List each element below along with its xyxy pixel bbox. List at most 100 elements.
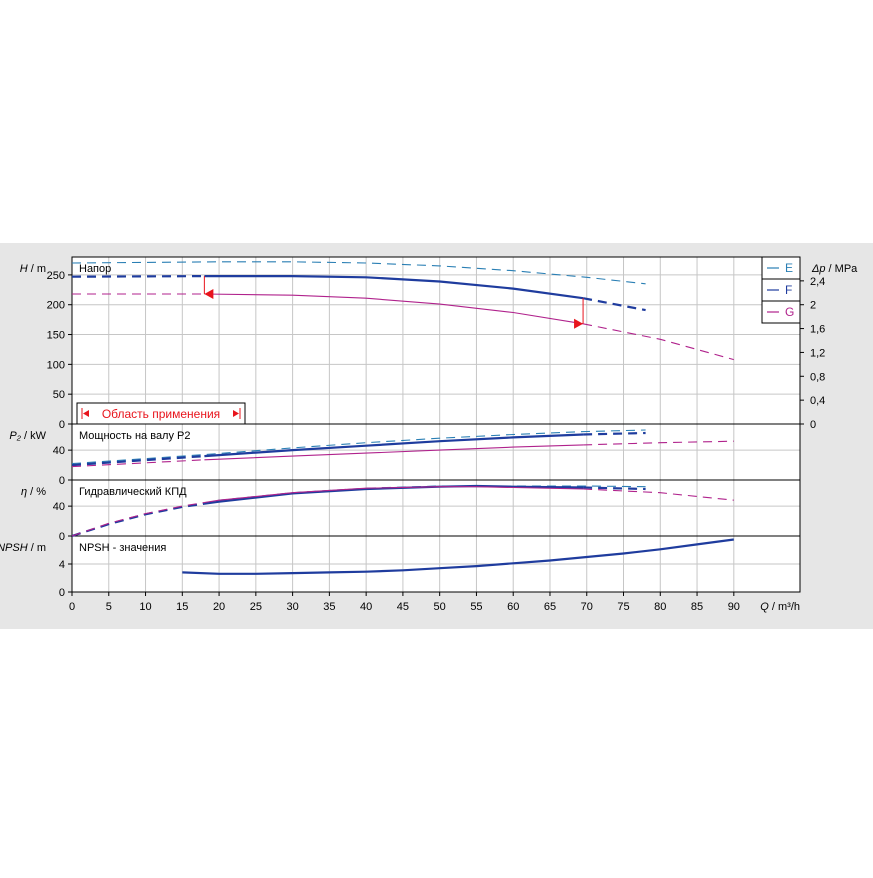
series-line-power-G-left (71, 459, 205, 468)
series-line-power-G-main (204, 444, 584, 461)
range-label-frame (76, 402, 246, 425)
ylabel-symbol: η (21, 486, 27, 498)
xlabel-unit: m³/h (778, 601, 800, 613)
xlabel-sep: / (769, 601, 778, 613)
range-label-arrow-left (83, 410, 89, 417)
ylabel-efficiency: η / % (21, 486, 46, 498)
ylabel-unit: m (37, 542, 46, 554)
legend: EFG (761, 256, 801, 324)
series-line-power-F-left (71, 455, 205, 467)
xtick-label: 90 (728, 601, 740, 613)
series-line-head-E (71, 261, 646, 285)
y2tick-label: 1,2 (810, 347, 825, 359)
ytick-label: 0 (59, 531, 65, 543)
plot-area-head (72, 257, 800, 424)
x-axis: 0 5 10 15 20 25 30 35 40 45 50 55 60 65 70 75 80 85 90 Q / … (69, 592, 800, 613)
legend-item-F: F (761, 278, 801, 302)
range-markers (203, 276, 584, 329)
ylabel-power: P₂ / kW (9, 430, 46, 442)
xlabel: Q / m³/h (760, 601, 800, 613)
plot-area-power (72, 424, 800, 480)
ylabel-sep: / (28, 542, 37, 554)
series-line-npsh-F (182, 538, 734, 575)
xtick-label: 80 (654, 601, 666, 613)
y2tick-label: 2 (810, 300, 816, 312)
xtick-label: 25 (250, 601, 262, 613)
xtick-label: 35 (323, 601, 335, 613)
range-label-text: Область применения (102, 407, 220, 421)
series-line-head-F-right (582, 297, 646, 312)
series-line-head-G-right (582, 323, 734, 361)
ytick-label: 250 (47, 270, 65, 282)
xtick-label: 85 (691, 601, 703, 613)
y2tick-label: 0 (810, 419, 816, 431)
ylabel-unit: kW (30, 430, 47, 442)
panel-title-efficiency: Гидравлический КПД (79, 486, 187, 498)
series-line-power-F-right (583, 431, 646, 436)
ylabel-sep: / (21, 430, 30, 442)
panel-title-head: Напор (79, 263, 111, 275)
legend-item-G: G (761, 300, 801, 324)
legend-label-F: F (785, 283, 792, 297)
series-line-head-F-main (204, 275, 584, 300)
y2tick-label: 2,4 (810, 276, 825, 288)
xtick-label: 75 (617, 601, 629, 613)
series-group-npsh (182, 538, 734, 575)
ylabel2-sep: / (826, 263, 835, 275)
legend-item-E: E (761, 256, 801, 280)
xtick-label: 30 (286, 601, 298, 613)
ylabel2-unit: MPa (835, 263, 859, 275)
secondary-axis: 0 0,4 0,8 1,2 1,6 2 2,4Δp / MPa (800, 263, 858, 431)
panel-power: 0 40 Мощность на валу P2 P₂ / kW (9, 423, 801, 487)
ylabel-npsh: NPSH / m (0, 542, 46, 554)
panel-head: 0 50 100 150 200 250 Напор H / m (20, 256, 801, 431)
xtick-label: 45 (397, 601, 409, 613)
series-line-efficiency-F-right (583, 486, 646, 491)
series-line-efficiency-G-left (71, 501, 205, 537)
ylabel2: Δp / MPa (811, 263, 858, 275)
xtick-label: 5 (106, 601, 112, 613)
ytick-label: 150 (47, 330, 65, 342)
xtick-label: 0 (69, 601, 75, 613)
series-line-power-F-main (204, 433, 584, 458)
xtick-label: 10 (139, 601, 151, 613)
panel-title-npsh: NPSH - значения (79, 542, 166, 554)
range-label-box: Область применения (76, 402, 246, 425)
plot-area-efficiency (72, 480, 800, 536)
ylabel-symbol: H (20, 263, 28, 275)
xtick-label: 65 (544, 601, 556, 613)
ylabel-symbol: P₂ (9, 430, 21, 442)
ytick-label: 0 (59, 419, 65, 431)
y2tick-label: 0,4 (810, 395, 825, 407)
xtick-label: 40 (360, 601, 372, 613)
range-label-arrow-right (233, 410, 239, 417)
panel-npsh: 0 4 NPSH - значения NPSH / m (0, 535, 801, 599)
xtick-label: 70 (581, 601, 593, 613)
legend-label-G: G (785, 305, 794, 319)
xtick-label: 55 (470, 601, 482, 613)
range-arrow-left (204, 288, 214, 299)
panel-title-power: Мощность на валу P2 (79, 430, 191, 442)
ylabel-unit: m (37, 263, 46, 275)
series-group-head (71, 261, 734, 361)
xtick-label: 60 (507, 601, 519, 613)
ytick-label: 100 (47, 359, 65, 371)
series-line-power-E (71, 429, 646, 465)
y2tick-label: 1,6 (810, 324, 825, 336)
series-line-efficiency-G-main (204, 486, 584, 504)
series-line-power-G-right (583, 440, 734, 446)
y2tick-label: 0,8 (810, 371, 825, 383)
ytick-label: 0 (59, 475, 65, 487)
ylabel-head: H / m (20, 263, 46, 275)
series-group-power (71, 429, 734, 468)
ytick-label: 4 (59, 559, 65, 571)
ylabel-symbol: NPSH (0, 542, 28, 554)
ytick-label: 50 (53, 389, 65, 401)
xtick-label: 15 (176, 601, 188, 613)
plot-border-npsh (71, 535, 801, 593)
panel-efficiency: 0 40 Гидравлический КПД η / % (21, 479, 801, 543)
xtick-label: 20 (213, 601, 225, 613)
xtick-label: 50 (434, 601, 446, 613)
